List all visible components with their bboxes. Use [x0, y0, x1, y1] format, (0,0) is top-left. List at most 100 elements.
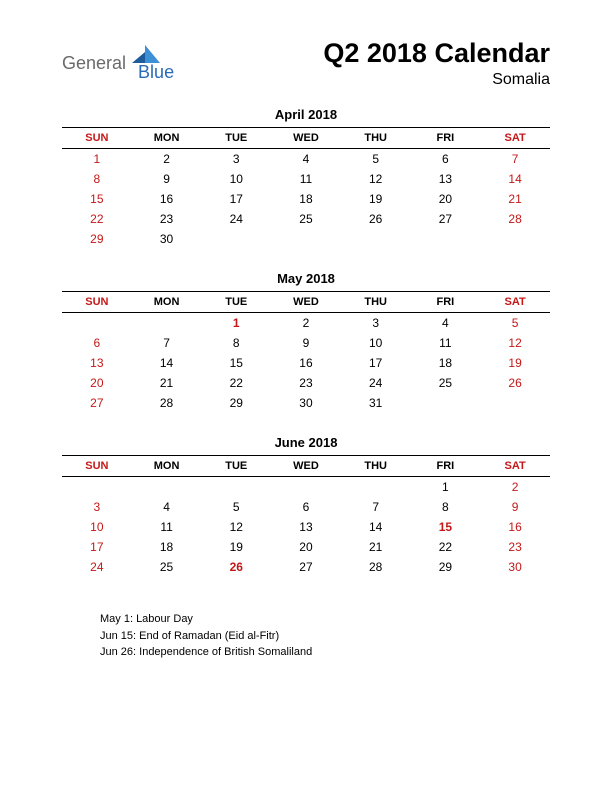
weekday-header: THU [341, 128, 411, 149]
holiday-note-line: May 1: Labour Day [100, 611, 550, 628]
calendar-cell: 15 [62, 189, 132, 209]
weekday-header: SUN [62, 456, 132, 477]
calendar-cell: 27 [62, 393, 132, 413]
weekday-header: SAT [480, 128, 550, 149]
calendar-cell: 2 [480, 477, 550, 498]
calendar-cell: 17 [62, 537, 132, 557]
calendar-cell: 12 [480, 333, 550, 353]
calendar-cell: 23 [271, 373, 341, 393]
calendar-row: 6789101112 [62, 333, 550, 353]
weekday-header: SUN [62, 128, 132, 149]
calendar-cell [201, 477, 271, 498]
calendar-cell: 25 [411, 373, 481, 393]
calendar-row: 12345 [62, 313, 550, 334]
calendar-row: 3456789 [62, 497, 550, 517]
weekday-header: WED [271, 128, 341, 149]
calendar-cell: 25 [132, 557, 202, 577]
calendar-cell: 26 [480, 373, 550, 393]
calendar-cell: 30 [480, 557, 550, 577]
calendar-cell: 21 [480, 189, 550, 209]
calendar-cell: 27 [411, 209, 481, 229]
title-block: Q2 2018 Calendar Somalia [323, 38, 550, 89]
calendar-cell: 8 [411, 497, 481, 517]
weekday-header: WED [271, 456, 341, 477]
calendar-cell: 2 [132, 149, 202, 170]
calendar-cell [341, 477, 411, 498]
holiday-note-line: Jun 15: End of Ramadan (Eid al-Fitr) [100, 628, 550, 645]
calendar-cell [341, 229, 411, 249]
weekday-header: FRI [411, 128, 481, 149]
calendar-cell: 10 [341, 333, 411, 353]
calendar-cell: 7 [341, 497, 411, 517]
calendar-cell: 18 [132, 537, 202, 557]
calendar-row: 891011121314 [62, 169, 550, 189]
calendar-cell: 28 [480, 209, 550, 229]
calendar-cell: 17 [341, 353, 411, 373]
calendar-cell: 21 [132, 373, 202, 393]
calendar-cell: 12 [201, 517, 271, 537]
calendar-cell: 19 [480, 353, 550, 373]
calendar-row: 22232425262728 [62, 209, 550, 229]
calendar-cell [201, 229, 271, 249]
month-block: April 2018SUNMONTUEWEDTHUFRISAT123456789… [62, 107, 550, 249]
calendar-cell: 5 [480, 313, 550, 334]
weekday-header: SUN [62, 292, 132, 313]
calendar-cell: 28 [341, 557, 411, 577]
weekday-header: TUE [201, 128, 271, 149]
holiday-notes: May 1: Labour DayJun 15: End of Ramadan … [0, 599, 612, 661]
calendar-cell: 18 [411, 353, 481, 373]
calendar-cell: 11 [132, 517, 202, 537]
calendar-cell: 14 [132, 353, 202, 373]
month-title: April 2018 [62, 107, 550, 122]
calendar-cell: 30 [271, 393, 341, 413]
calendar-cell: 29 [201, 393, 271, 413]
calendar-cell: 18 [271, 189, 341, 209]
calendar-cell: 2 [271, 313, 341, 334]
header: General Blue Q2 2018 Calendar Somalia [0, 0, 612, 89]
logo-text-blue: Blue [138, 62, 174, 83]
calendar-cell: 20 [62, 373, 132, 393]
calendar-cell [271, 477, 341, 498]
month-title: May 2018 [62, 271, 550, 286]
calendar-cell: 4 [132, 497, 202, 517]
calendar-cell: 22 [411, 537, 481, 557]
calendar-cell: 7 [480, 149, 550, 170]
calendar-cell [271, 229, 341, 249]
calendar-cell: 10 [62, 517, 132, 537]
calendar-row: 2728293031 [62, 393, 550, 413]
month-block: May 2018SUNMONTUEWEDTHUFRISAT12345678910… [62, 271, 550, 413]
calendar-cell: 14 [480, 169, 550, 189]
calendar-cell: 26 [201, 557, 271, 577]
calendar-cell: 5 [341, 149, 411, 170]
calendar-row: 24252627282930 [62, 557, 550, 577]
calendar-cell: 13 [62, 353, 132, 373]
weekday-header: THU [341, 456, 411, 477]
calendar-row: 20212223242526 [62, 373, 550, 393]
calendar-cell: 21 [341, 537, 411, 557]
calendar-cell [132, 477, 202, 498]
month-block: June 2018SUNMONTUEWEDTHUFRISAT1234567891… [62, 435, 550, 577]
calendar-container: April 2018SUNMONTUEWEDTHUFRISAT123456789… [0, 89, 612, 577]
calendar-cell: 11 [271, 169, 341, 189]
calendar-cell: 15 [201, 353, 271, 373]
calendar-cell: 3 [201, 149, 271, 170]
calendar-cell: 6 [271, 497, 341, 517]
weekday-header: MON [132, 128, 202, 149]
calendar-cell [411, 229, 481, 249]
calendar-cell: 17 [201, 189, 271, 209]
logo-text-general: General [62, 53, 126, 74]
month-title: June 2018 [62, 435, 550, 450]
calendar-cell: 4 [411, 313, 481, 334]
calendar-cell: 11 [411, 333, 481, 353]
calendar-cell: 22 [62, 209, 132, 229]
weekday-header: THU [341, 292, 411, 313]
calendar-cell: 24 [62, 557, 132, 577]
calendar-cell: 12 [341, 169, 411, 189]
calendar-cell: 3 [62, 497, 132, 517]
calendar-cell: 1 [411, 477, 481, 498]
weekday-header: TUE [201, 456, 271, 477]
calendar-cell: 25 [271, 209, 341, 229]
calendar-cell: 3 [341, 313, 411, 334]
calendar-cell: 9 [271, 333, 341, 353]
calendar-cell [411, 393, 481, 413]
